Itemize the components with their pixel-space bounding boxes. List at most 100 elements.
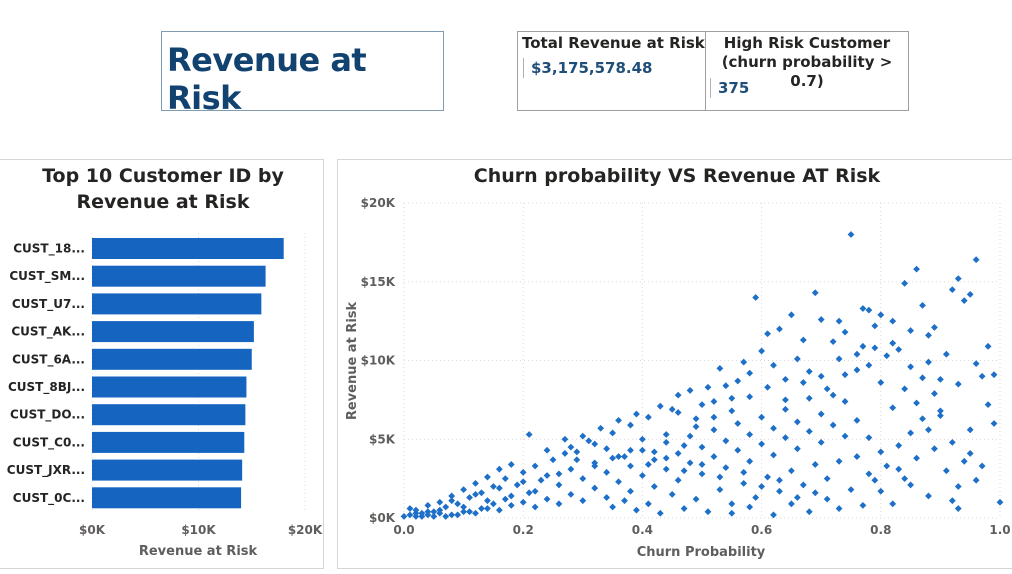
- scatter-point: [710, 413, 718, 421]
- scatter-point: [841, 328, 849, 336]
- scatter-point: [561, 450, 569, 457]
- scatter-point: [472, 479, 479, 487]
- scatter-point: [853, 366, 861, 374]
- scatter-point: [555, 500, 563, 508]
- scatter-point: [996, 498, 1004, 506]
- bar: [92, 431, 245, 453]
- category-label: CUST_DO...: [10, 408, 85, 423]
- scatter-point: [603, 494, 611, 501]
- scatter-point: [490, 500, 497, 508]
- scatter-point: [460, 508, 467, 516]
- bar: [92, 321, 254, 343]
- bar-chart[interactable]: Top 10 Customer ID by Revenue at Risk $0K $…: [0, 160, 325, 570]
- scatter-point: [615, 453, 622, 460]
- bar-chart-card[interactable]: Top 10 Customer ID by Revenue at Risk $0K $…: [0, 159, 324, 569]
- scatter-point: [615, 416, 622, 424]
- scatter-point: [478, 505, 485, 512]
- scatter-point: [501, 475, 509, 483]
- scatter-point: [805, 394, 813, 402]
- scatter-point: [722, 382, 730, 390]
- scatter-point: [829, 421, 837, 429]
- scatter-point: [662, 439, 670, 446]
- scatter-point: [865, 470, 873, 478]
- scatter-point: [770, 511, 777, 519]
- scatter-point: [859, 502, 867, 509]
- x-tick-label: $10K: [181, 523, 216, 537]
- scatter-point: [895, 346, 903, 353]
- scatter-point: [686, 432, 694, 440]
- scatter-point: [484, 473, 491, 481]
- scatter-point: [948, 286, 956, 294]
- scatter-point: [907, 429, 914, 437]
- scatter-point: [966, 450, 974, 457]
- scatter-point: [770, 424, 777, 432]
- bar: [92, 293, 262, 315]
- scatter-point: [734, 446, 742, 454]
- scatter-chart[interactable]: Churn probability VS Revenue AT Risk $0K $…: [338, 160, 1012, 570]
- scatter-point: [621, 453, 628, 460]
- scatter-point: [889, 317, 897, 325]
- scatter-point: [805, 427, 813, 435]
- scatter-point: [758, 413, 765, 421]
- x-tick-label: 0.6: [751, 523, 772, 537]
- x-tick-label: 0.4: [632, 523, 653, 537]
- scatter-point: [823, 385, 831, 393]
- scatter-point: [650, 456, 658, 464]
- scatter-point: [722, 437, 730, 445]
- scatter-point: [531, 487, 539, 495]
- scatter-point: [639, 472, 646, 479]
- bar: [92, 265, 266, 287]
- scatter-point: [567, 490, 575, 498]
- kpi-card-total-revenue[interactable]: Total Revenue at Risk $3,175,578.48: [517, 31, 706, 111]
- bar: [92, 487, 242, 509]
- scatter-point: [948, 497, 956, 505]
- scatter-point: [913, 399, 920, 407]
- scatter-point: [859, 305, 867, 312]
- scatter-point: [865, 434, 873, 442]
- scatter-point: [525, 431, 533, 438]
- scatter-point: [907, 327, 914, 334]
- scatter-point: [764, 330, 771, 338]
- scatter-point: [889, 404, 897, 412]
- x-tick-label: 0.0: [393, 523, 414, 537]
- kpi-card-high-risk-customer[interactable]: High Risk Customer (churn probability > …: [705, 31, 909, 111]
- scatter-point: [603, 445, 611, 453]
- scatter-point: [901, 475, 909, 483]
- scatter-point: [811, 289, 819, 297]
- scatter-point: [573, 456, 581, 464]
- scatter-point: [448, 511, 456, 519]
- scatter-point: [823, 475, 831, 483]
- scatter-point: [484, 497, 491, 505]
- scatter-point: [883, 352, 891, 360]
- scatter-point: [919, 301, 926, 309]
- category-label: CUST_6A...: [12, 352, 85, 367]
- scatter-point: [859, 342, 867, 350]
- scatter-point: [692, 415, 700, 423]
- y-tick-label: $10K: [361, 354, 396, 368]
- scatter-point: [764, 473, 771, 481]
- scatter-point: [954, 380, 962, 388]
- scatter-point: [817, 410, 825, 418]
- scatter-point: [478, 489, 485, 497]
- scatter-point: [877, 311, 885, 319]
- scatter-point: [758, 440, 765, 448]
- scatter-point: [895, 442, 903, 449]
- scatter-point: [466, 494, 473, 501]
- scatter-point: [776, 476, 783, 484]
- scatter-point: [472, 509, 479, 517]
- scatter-point: [782, 434, 789, 442]
- scatter-point: [716, 486, 724, 494]
- scatter-point: [400, 513, 408, 520]
- scatter-point: [746, 431, 754, 438]
- scatter-point: [519, 498, 527, 506]
- scatter-point: [543, 472, 551, 479]
- scatter-point: [442, 503, 450, 511]
- scatter-point: [656, 402, 664, 410]
- scatter-chart-card[interactable]: Churn probability VS Revenue AT Risk $0K $…: [337, 159, 1012, 569]
- scatter-point: [978, 462, 986, 470]
- scatter-point: [960, 457, 968, 465]
- scatter-point: [793, 445, 801, 453]
- scatter-point: [841, 398, 849, 405]
- scatter-point: [710, 453, 718, 460]
- scatter-point: [650, 483, 658, 490]
